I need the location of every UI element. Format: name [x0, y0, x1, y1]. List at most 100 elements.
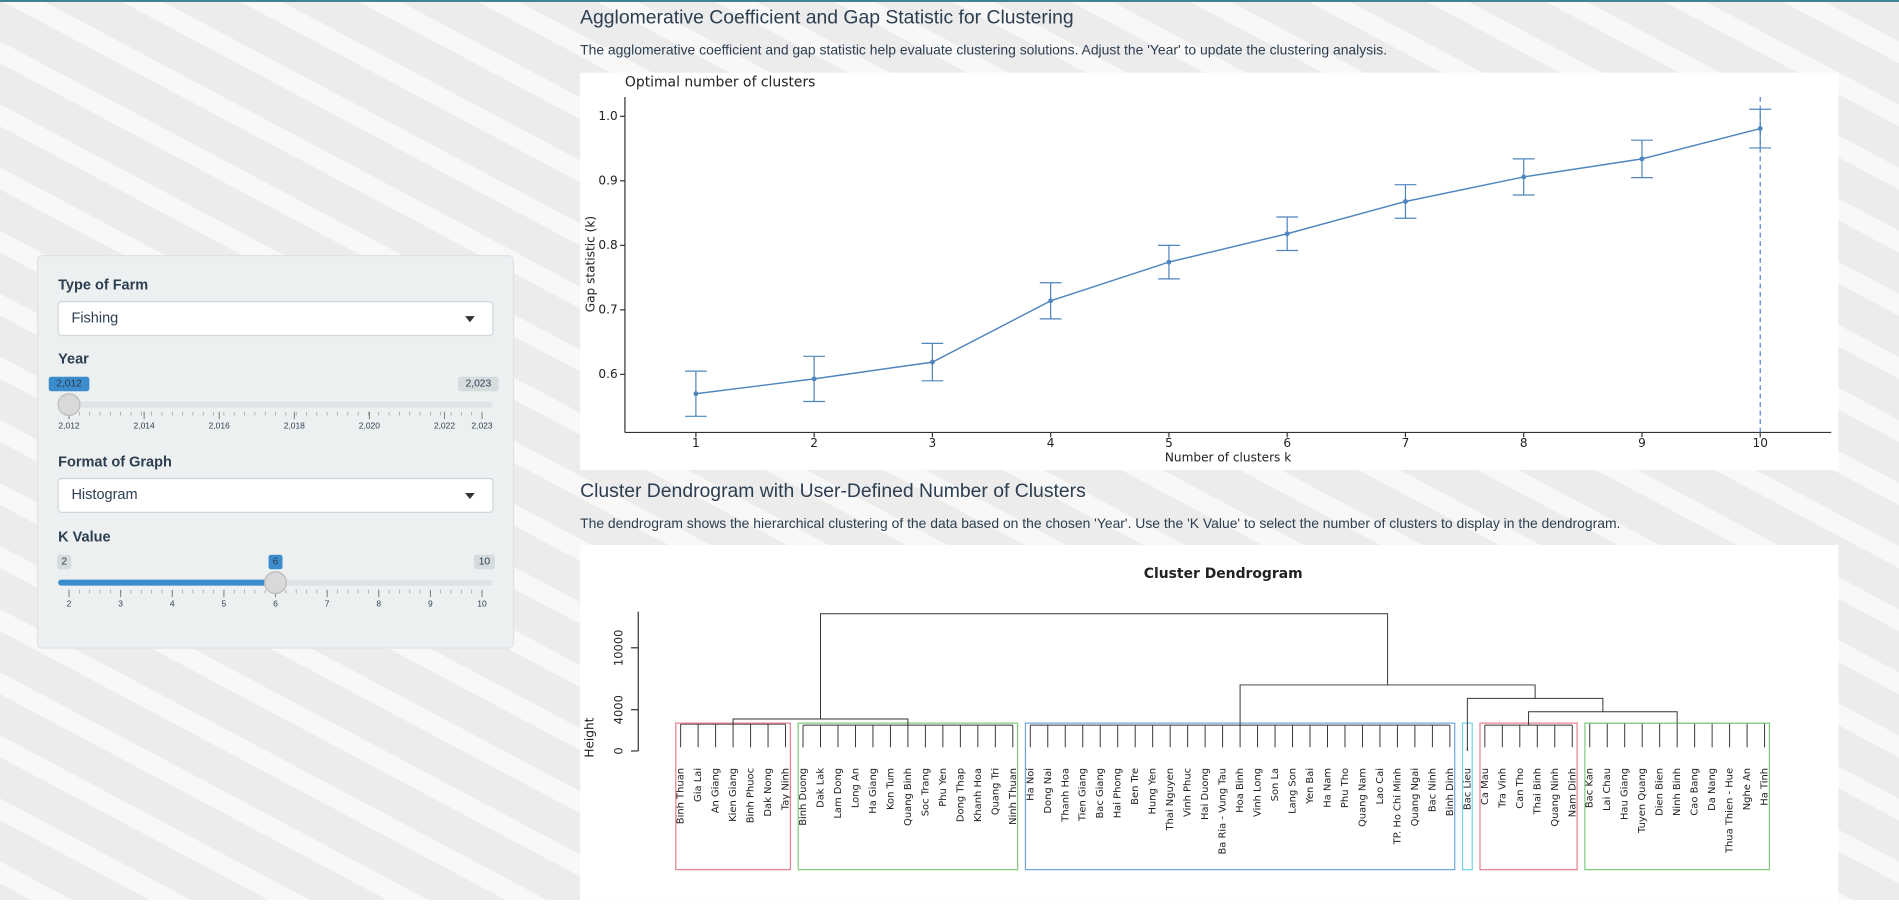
- leaf-label: Kon Tum: [885, 768, 896, 810]
- slider-handle[interactable]: [264, 571, 288, 595]
- leaf-label: TP. Ho Chi Minh: [1392, 768, 1403, 846]
- y-tick-label: 4000: [611, 695, 625, 724]
- leaf-label: Da Nang: [1707, 768, 1718, 811]
- y-axis-label: Height: [582, 717, 596, 757]
- leaf-label: Hau Giang: [1620, 768, 1631, 820]
- leaf-label: Bac Lieu: [1462, 768, 1473, 810]
- select-value: Fishing: [71, 310, 118, 326]
- select-box[interactable]: [57, 301, 494, 337]
- leaf-label: Quang Binh: [903, 768, 914, 826]
- leaf-label: Bac Giang: [1095, 768, 1106, 819]
- leaf-label: Quang Nam: [1357, 768, 1368, 827]
- y-tick-label: 0: [611, 747, 625, 754]
- slider-bubble-label: 2: [61, 557, 67, 568]
- leaf-label: Ba Ria - Vung Tau: [1218, 768, 1229, 855]
- chart-title: Cluster Dendrogram: [1144, 566, 1303, 582]
- leaf-label: Thai Binh: [1532, 768, 1543, 815]
- point: [1284, 231, 1290, 237]
- leaf-label: Dien Bien: [1655, 768, 1666, 816]
- leaf-label: Hoa Binh: [1235, 768, 1246, 813]
- slider-tick-label: 4: [170, 599, 175, 609]
- leaf-label: Dak Nong: [763, 768, 774, 817]
- leaf-label: Tuyen Quang: [1637, 768, 1648, 834]
- y-tick-label: 10000: [611, 629, 625, 666]
- slider-tick-label: 2,022: [434, 421, 455, 431]
- leaf-label: Ca Mau: [1480, 768, 1491, 805]
- leaf-label: Dak Lak: [815, 768, 826, 808]
- leaf-label: Ha Giang: [868, 768, 879, 814]
- input-label: Format of Graph: [58, 455, 172, 471]
- slider-tick-label: 2,016: [209, 421, 230, 431]
- slider-bubble: [268, 554, 283, 570]
- select-caret: [465, 492, 475, 500]
- x-tick-label: 6: [1283, 436, 1291, 450]
- select-box[interactable]: [57, 477, 494, 513]
- leaf-label: Dong Thap: [955, 768, 966, 822]
- point: [693, 391, 699, 397]
- leaf-label: Ninh Thuan: [1008, 768, 1019, 825]
- leaf-label: Lang Son: [1288, 768, 1299, 814]
- slider-tick-label: 10: [477, 599, 487, 609]
- leaf-label: Son La: [1270, 768, 1281, 801]
- leaf-label: Long An: [850, 768, 861, 808]
- point: [1639, 156, 1645, 162]
- x-tick-label: 10: [1753, 436, 1768, 450]
- slider-bubble: [474, 554, 495, 570]
- slider-tick-label: 2,014: [134, 421, 155, 431]
- x-tick-label: 7: [1402, 436, 1410, 450]
- leaf-label: Thanh Hoa: [1060, 768, 1071, 823]
- leaf-label: Binh Thuan: [676, 768, 687, 824]
- slider-tick-label: 5: [222, 599, 227, 609]
- y-tick-label: 0.7: [598, 302, 617, 316]
- slider-fill: [58, 579, 276, 586]
- slider-bubble-label: 10: [479, 557, 491, 568]
- leaf-label: Lai Chau: [1602, 768, 1613, 811]
- section-title: Cluster Dendrogram with User-Defined Num…: [580, 480, 1086, 502]
- y-axis-label: Gap statistic (k): [584, 216, 598, 312]
- x-tick-label: 3: [929, 436, 937, 450]
- leaf-label: Dong Nai: [1043, 768, 1054, 814]
- leaf-label: Hai Duong: [1200, 768, 1211, 820]
- leaf-label: Hai Phong: [1113, 768, 1124, 818]
- leaf-label: Quang Tri: [990, 768, 1001, 815]
- y-tick-label: 0.8: [598, 238, 617, 252]
- gap-plot-panel: [580, 72, 1839, 470]
- section-description: The dendrogram shows the hierarchical cl…: [580, 515, 1620, 531]
- slider-tick-label: 6: [273, 599, 278, 609]
- slider-bubble: [48, 376, 90, 392]
- leaf-label: Binh Phuoc: [746, 768, 757, 823]
- x-tick-label: 4: [1047, 436, 1055, 450]
- merge-link: [1528, 711, 1678, 726]
- slider-tick-label: 9: [428, 599, 433, 609]
- slider-bubble-label: 2,023: [466, 379, 492, 390]
- leaf-label: Nghe An: [1742, 768, 1753, 810]
- point: [1048, 298, 1054, 304]
- slider-tick-label: 8: [376, 599, 381, 609]
- merge-link: [732, 718, 909, 726]
- input-label: Type of Farm: [58, 278, 148, 294]
- leaf-label: Nam Dinh: [1567, 768, 1578, 817]
- leaf-label: Lam Dong: [833, 768, 844, 819]
- dendrogram: Cluster Dendrogram 0 4000 10000 Height Binh T…: [582, 566, 1771, 871]
- y-tick-label: 1.0: [598, 109, 617, 123]
- slider-tick-label: 2,012: [58, 421, 79, 431]
- leaf-label: Yen Bai: [1305, 768, 1316, 805]
- leaf-label: Ben Tre: [1130, 768, 1141, 805]
- leaf-label: Ha Nam: [1322, 768, 1333, 808]
- leaf-label: Phu Tho: [1340, 768, 1351, 808]
- x-tick-label: 2: [810, 436, 818, 450]
- slider-handle[interactable]: [57, 393, 81, 417]
- x-axis-label: Number of clusters k: [1165, 450, 1291, 464]
- slider-tick-label: 7: [325, 599, 330, 609]
- leaf-label: Ha Tinh: [1760, 768, 1771, 806]
- leaf-label: Bac Ninh: [1427, 768, 1438, 812]
- leaf-label: Tra Vinh: [1497, 768, 1508, 809]
- leaf-label: Cao Bang: [1690, 768, 1701, 816]
- leaf-label: Lao Cai: [1375, 768, 1386, 805]
- x-tick-label: 1: [692, 436, 700, 450]
- input-label: K Value: [58, 530, 110, 546]
- leaf-label: An Giang: [711, 768, 722, 813]
- select-value: Histogram: [71, 487, 137, 503]
- leaf-label: Hung Yen: [1148, 768, 1159, 815]
- point: [1403, 199, 1408, 204]
